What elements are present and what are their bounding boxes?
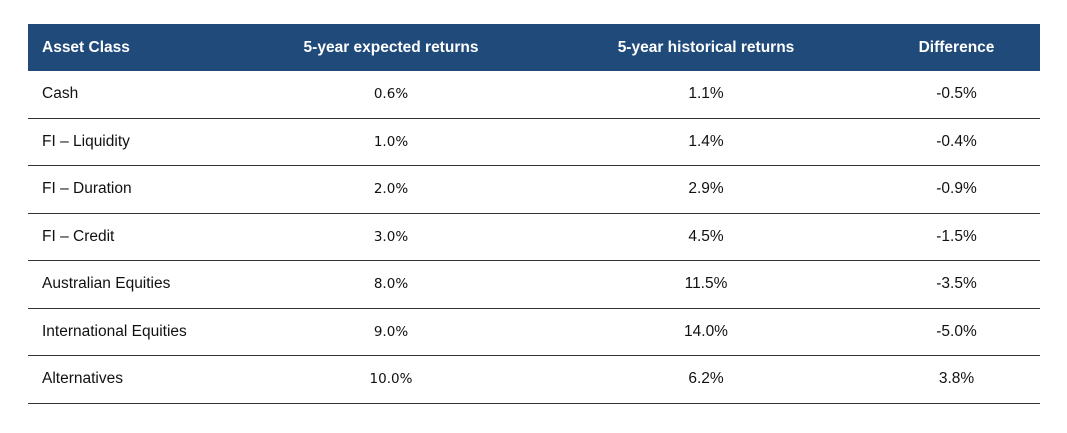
difference-cell: -5.0% <box>873 308 1040 356</box>
expected-return-cell: 2.0% <box>243 165 539 214</box>
header-row: Asset Class 5-year expected returns 5-ye… <box>28 24 1040 71</box>
asset-class-cell: FI – Credit <box>28 213 243 261</box>
difference-cell: -0.5% <box>873 71 1040 119</box>
table-row: International Equities 9.0% 14.0% -5.0% <box>28 308 1040 356</box>
table-row: Alternatives 10.0% 6.2% 3.8% <box>28 355 1040 404</box>
historical-return-cell: 6.2% <box>539 355 873 404</box>
asset-class-cell: International Equities <box>28 308 243 356</box>
table-row: FI – Duration 2.0% 2.9% -0.9% <box>28 165 1040 214</box>
returns-table: Asset Class 5-year expected returns 5-ye… <box>28 24 1040 404</box>
asset-class-cell: FI – Duration <box>28 165 243 214</box>
historical-return-cell: 1.1% <box>539 71 873 119</box>
asset-class-cell: Australian Equities <box>28 260 243 309</box>
difference-cell: 3.8% <box>873 355 1040 404</box>
historical-return-cell: 4.5% <box>539 213 873 261</box>
header-expected-returns: 5-year expected returns <box>303 38 479 56</box>
header-difference: Difference <box>918 38 995 56</box>
table-row: Australian Equities 8.0% 11.5% -3.5% <box>28 260 1040 309</box>
difference-cell: -1.5% <box>873 213 1040 261</box>
expected-return-cell: 3.0% <box>243 213 539 261</box>
table-row: Cash 0.6% 1.1% -0.5% <box>28 71 1040 119</box>
table-header: Asset Class 5-year expected returns 5-ye… <box>28 24 1040 71</box>
expected-return-cell: 8.0% <box>243 260 539 309</box>
table-row: FI – Liquidity 1.0% 1.4% -0.4% <box>28 118 1040 166</box>
asset-class-cell: Alternatives <box>28 355 243 404</box>
historical-return-cell: 14.0% <box>539 308 873 356</box>
difference-cell: -3.5% <box>873 260 1040 309</box>
header-asset-class: Asset Class <box>42 38 130 56</box>
asset-class-cell: Cash <box>28 71 243 119</box>
expected-return-cell: 9.0% <box>243 308 539 356</box>
header-historical-returns: 5-year historical returns <box>617 38 795 56</box>
difference-cell: -0.4% <box>873 118 1040 166</box>
expected-return-cell: 0.6% <box>243 71 539 119</box>
expected-return-cell: 10.0% <box>243 355 539 404</box>
expected-return-cell: 1.0% <box>243 118 539 166</box>
asset-class-cell: FI – Liquidity <box>28 118 243 166</box>
table-row: FI – Credit 3.0% 4.5% -1.5% <box>28 213 1040 261</box>
historical-return-cell: 1.4% <box>539 118 873 166</box>
historical-return-cell: 11.5% <box>539 260 873 309</box>
historical-return-cell: 2.9% <box>539 165 873 214</box>
table-body: Cash 0.6% 1.1% -0.5% FI – Liquidity 1.0%… <box>28 71 1040 404</box>
returns-table-container: Asset Class 5-year expected returns 5-ye… <box>28 24 1040 404</box>
difference-cell: -0.9% <box>873 165 1040 214</box>
